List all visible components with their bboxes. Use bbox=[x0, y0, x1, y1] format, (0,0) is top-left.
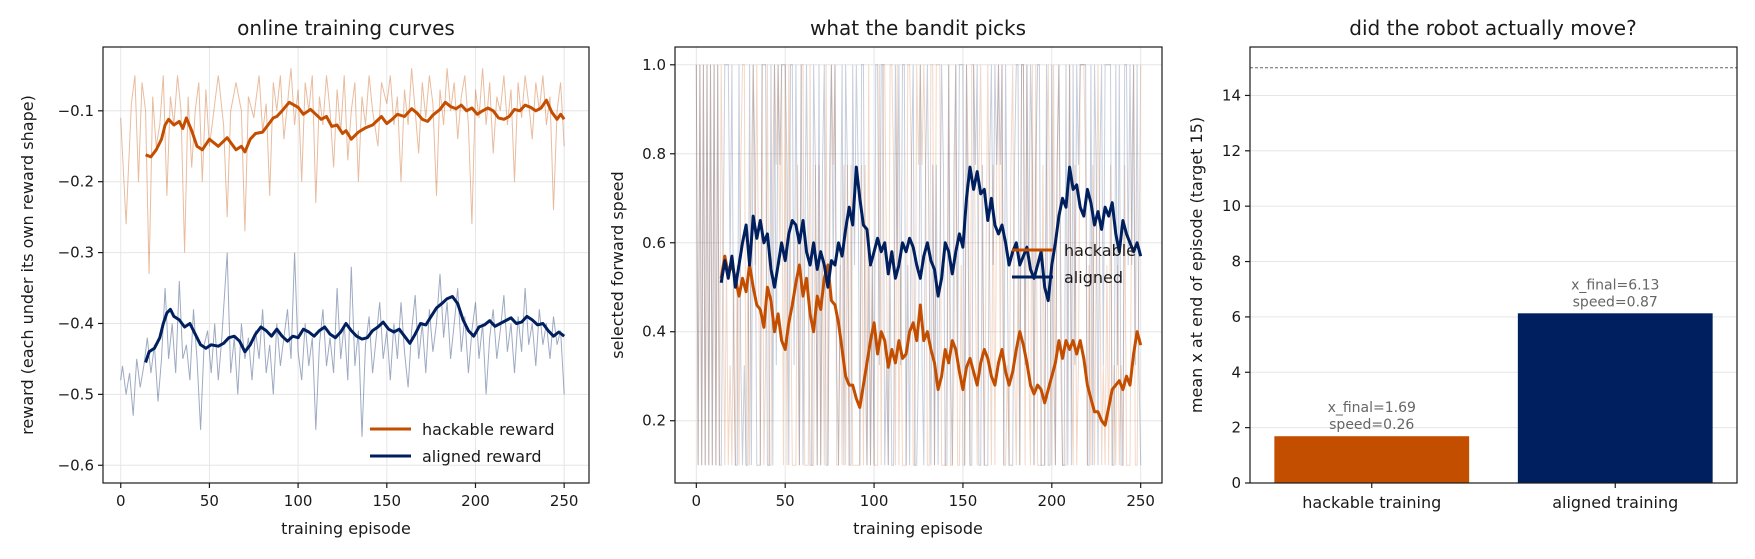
x-tick-label: 200 bbox=[461, 492, 490, 510]
y-tick-label: −0.3 bbox=[58, 244, 94, 262]
bandit-picks-ylabel: selected forward speed bbox=[608, 171, 627, 358]
bandit-picks-raw-lines bbox=[695, 64, 1142, 466]
x-tick-label: 250 bbox=[1126, 492, 1155, 510]
training-curves-smoothed-lines bbox=[144, 98, 566, 363]
training-curves-ticks: 0 50 100 150 200 250 −0.6 −0.5 −0.4 −0.3 −0.2 −0.1 bbox=[58, 102, 579, 510]
x-tick-label: aligned training bbox=[1552, 493, 1678, 512]
training-curves-raw-lines bbox=[120, 68, 565, 437]
bar-annotation: speed=0.87 bbox=[1573, 294, 1658, 310]
y-tick-label: 6 bbox=[1231, 308, 1241, 326]
bar-annotation: x_final=6.13 bbox=[1571, 277, 1659, 293]
training-curves-panel: 0 50 100 150 200 250−0.6−0.5−0.4−0.3−0.2−0.1 … bbox=[18, 16, 590, 538]
y-tick-label: 10 bbox=[1222, 197, 1241, 215]
x-tick-label: hackable training bbox=[1302, 493, 1441, 512]
y-tick-label: 14 bbox=[1222, 86, 1241, 104]
raw-series-0 bbox=[695, 64, 1142, 466]
x-tick-label: 50 bbox=[200, 492, 219, 510]
x-tick-label: 100 bbox=[284, 492, 313, 510]
y-tick-label: −0.5 bbox=[58, 385, 94, 403]
bar-annotation: x_final=1.69 bbox=[1328, 400, 1416, 416]
training-curves-legend: hackable reward aligned reward bbox=[370, 420, 554, 466]
smoothed-series-0 bbox=[719, 254, 1143, 427]
legend-label-aligned-reward: aligned reward bbox=[422, 447, 542, 466]
y-tick-label: 0.6 bbox=[642, 234, 666, 252]
x-tick-label: 50 bbox=[776, 492, 795, 510]
bandit-picks-panel: 0 50 100 150 200 250 0.2 0.4 0.6 0.8 1.0 what the … bbox=[608, 16, 1163, 538]
y-tick-label: 12 bbox=[1222, 142, 1241, 160]
legend-label-hackable: hackable bbox=[1064, 241, 1136, 260]
legend-label-aligned: aligned bbox=[1064, 268, 1123, 287]
training-curves-title: online training curves bbox=[237, 16, 455, 40]
robot-moved-ticks: 0 2 4 6 8 10 12 14 hackable training aligned trai… bbox=[1222, 86, 1678, 512]
y-tick-label: 0.8 bbox=[642, 145, 666, 163]
training-curves-ylabel: reward (each under its own reward shape) bbox=[18, 95, 37, 435]
y-tick-label: −0.2 bbox=[58, 173, 94, 191]
y-tick-label: 1.0 bbox=[642, 56, 666, 74]
bandit-picks-legend: hackable aligned bbox=[1012, 241, 1136, 287]
y-tick-label: 0.4 bbox=[642, 323, 666, 341]
x-tick-label: 250 bbox=[550, 492, 579, 510]
robot-moved-ylabel: mean x at end of episode (target 15) bbox=[1187, 117, 1206, 413]
y-tick-label: −0.4 bbox=[58, 314, 94, 332]
robot-moved-title: did the robot actually move? bbox=[1349, 16, 1636, 40]
x-tick-label: 150 bbox=[372, 492, 401, 510]
training-curves-xlabel: training episode bbox=[281, 519, 411, 538]
y-tick-label: −0.6 bbox=[58, 456, 94, 474]
bar-aligned bbox=[1517, 313, 1713, 483]
raw-series-0 bbox=[120, 68, 565, 274]
y-tick-label: 0.2 bbox=[642, 412, 666, 430]
y-tick-label: −0.1 bbox=[58, 102, 94, 120]
legend-label-hackable-reward: hackable reward bbox=[422, 420, 554, 439]
training-curves-axes-frame bbox=[102, 46, 590, 484]
raw-series-1 bbox=[120, 252, 565, 437]
y-tick-label: 2 bbox=[1231, 419, 1241, 437]
smoothed-series-1 bbox=[144, 295, 566, 363]
bandit-picks-xlabel: training episode bbox=[853, 519, 983, 538]
bandit-picks-ticks: 0 50 100 150 200 250 0.2 0.4 0.6 0.8 1.0 bbox=[642, 56, 1155, 510]
x-tick-label: 0 bbox=[692, 492, 702, 510]
bandit-picks-title: what the bandit picks bbox=[810, 16, 1026, 40]
robot-moved-axes-frame bbox=[1249, 46, 1738, 484]
bar-annotation: speed=0.26 bbox=[1329, 417, 1414, 433]
y-tick-label: 8 bbox=[1231, 253, 1241, 271]
smoothed-series-0 bbox=[145, 98, 566, 159]
bandit-picks-smoothed-lines bbox=[719, 165, 1143, 427]
x-tick-label: 100 bbox=[860, 492, 889, 510]
bandit-picks-axes-frame bbox=[674, 46, 1163, 484]
smoothed-series-1 bbox=[719, 165, 1143, 303]
x-tick-label: 150 bbox=[949, 492, 978, 510]
y-tick-label: 4 bbox=[1231, 363, 1241, 381]
x-tick-label: 0 bbox=[116, 492, 126, 510]
x-tick-label: 200 bbox=[1037, 492, 1066, 510]
y-tick-label: 0 bbox=[1231, 474, 1241, 492]
bar-hackable bbox=[1274, 436, 1470, 483]
